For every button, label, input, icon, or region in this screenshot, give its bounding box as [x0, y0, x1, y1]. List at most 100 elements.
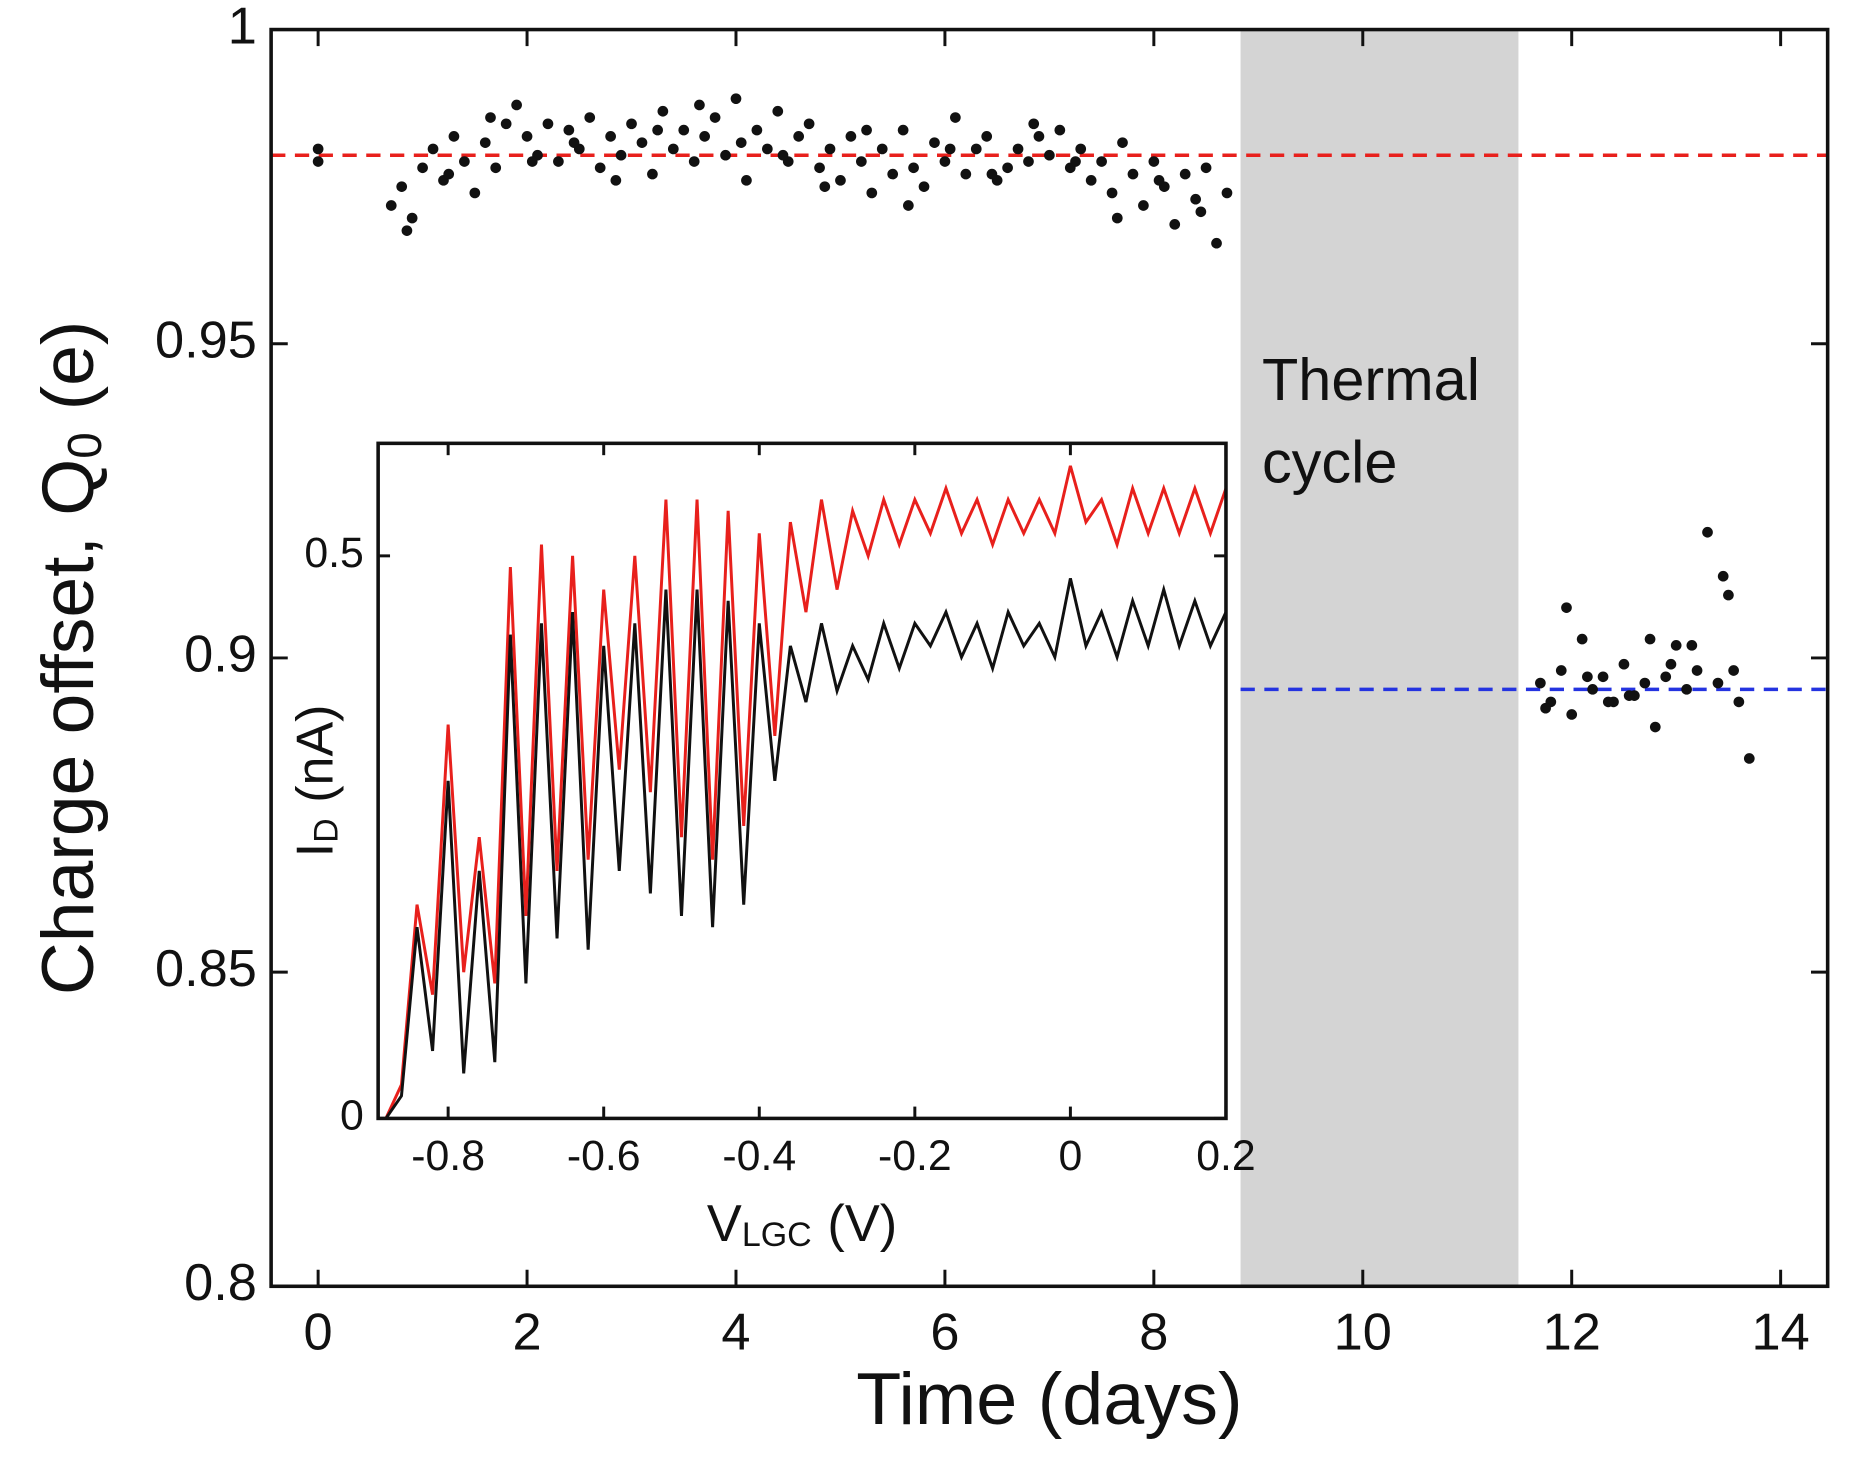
point: [1681, 684, 1692, 695]
point: [657, 105, 669, 117]
x-axis-label-part: V: [707, 1195, 742, 1253]
point: [1576, 633, 1588, 645]
point: [1743, 753, 1755, 764]
point: [553, 156, 564, 167]
point: [866, 187, 878, 199]
point: [688, 156, 700, 167]
y-tick-label: 0.95: [155, 312, 257, 370]
point: [1028, 118, 1040, 130]
point: [667, 143, 679, 155]
point: [950, 112, 961, 123]
point: [845, 131, 857, 142]
y-axis-label-part: Charge offset, Q: [26, 459, 109, 995]
point: [312, 156, 324, 167]
point: [1587, 684, 1598, 695]
y-axis-label-part: 0: [59, 432, 112, 459]
point: [1070, 156, 1081, 167]
point: [1582, 671, 1593, 683]
point: [730, 93, 742, 104]
point: [1033, 131, 1045, 142]
point: [1169, 219, 1181, 230]
point: [1639, 677, 1651, 689]
point: [1602, 696, 1614, 708]
point: [385, 200, 397, 211]
point: [1702, 526, 1713, 538]
point: [459, 156, 470, 167]
point: [803, 118, 815, 130]
x-axis-label: VLGC (V): [707, 1195, 897, 1254]
y-axis-label-part: I: [286, 843, 344, 857]
point: [568, 137, 580, 148]
x-tick-label: 0: [304, 1304, 333, 1362]
point: [1644, 633, 1656, 645]
point: [970, 143, 982, 155]
point: [678, 124, 690, 136]
point: [647, 168, 658, 180]
y-tick-label: 0.8: [184, 1254, 257, 1312]
point: [1665, 658, 1677, 670]
point: [469, 187, 481, 199]
point: [312, 143, 324, 155]
point: [1686, 640, 1698, 651]
point: [1179, 168, 1191, 180]
y-axis-label-part: D: [308, 818, 346, 842]
point: [709, 112, 721, 123]
point: [511, 99, 522, 111]
point: [1153, 175, 1165, 186]
y-axis-label: ID (nA): [286, 705, 346, 858]
x-axis-label-part: (V): [827, 1195, 897, 1253]
point: [720, 149, 731, 161]
point: [1106, 187, 1118, 199]
point: [1733, 696, 1745, 708]
point: [908, 162, 919, 174]
point: [605, 131, 616, 142]
point: [855, 156, 867, 167]
x-tick-label: 0.2: [1196, 1132, 1255, 1180]
point: [929, 137, 940, 148]
point: [443, 168, 455, 180]
point: [610, 175, 622, 186]
point: [500, 118, 512, 130]
point: [761, 143, 773, 155]
point: [835, 175, 846, 186]
point: [1044, 149, 1055, 161]
point: [1117, 137, 1128, 148]
x-axis-label-part: LGC: [742, 1216, 812, 1254]
x-tick-label: 2: [513, 1304, 542, 1362]
point: [876, 143, 888, 155]
point: [406, 212, 418, 224]
x-tick-label: 0: [1058, 1132, 1082, 1180]
x-tick-label: -0.8: [411, 1132, 485, 1180]
y-axis-label: Charge offset, Q0 (e): [26, 321, 112, 995]
point: [396, 181, 408, 192]
point: [1660, 671, 1672, 683]
point: [1012, 143, 1024, 155]
point: [944, 143, 956, 155]
point: [887, 168, 899, 180]
point: [819, 181, 831, 192]
point: [526, 156, 538, 167]
line: [384, 578, 1228, 1120]
point: [699, 131, 710, 142]
point: [1096, 156, 1107, 167]
y-tick-label: 0.85: [155, 940, 257, 998]
point: [1023, 156, 1034, 167]
point: [1649, 721, 1661, 733]
x-tick-label: 4: [721, 1304, 750, 1362]
point: [1127, 168, 1139, 180]
point: [1085, 175, 1097, 186]
point: [939, 156, 951, 167]
point: [626, 118, 637, 130]
point: [401, 225, 413, 236]
point: [1728, 665, 1739, 676]
point: [1054, 124, 1066, 136]
y-tick-label: 0.9: [184, 626, 257, 684]
line: [384, 465, 1228, 1120]
point: [542, 118, 554, 130]
point: [490, 162, 502, 174]
point: [918, 181, 930, 192]
annotation: cycle: [1262, 429, 1397, 496]
point: [1561, 602, 1572, 613]
